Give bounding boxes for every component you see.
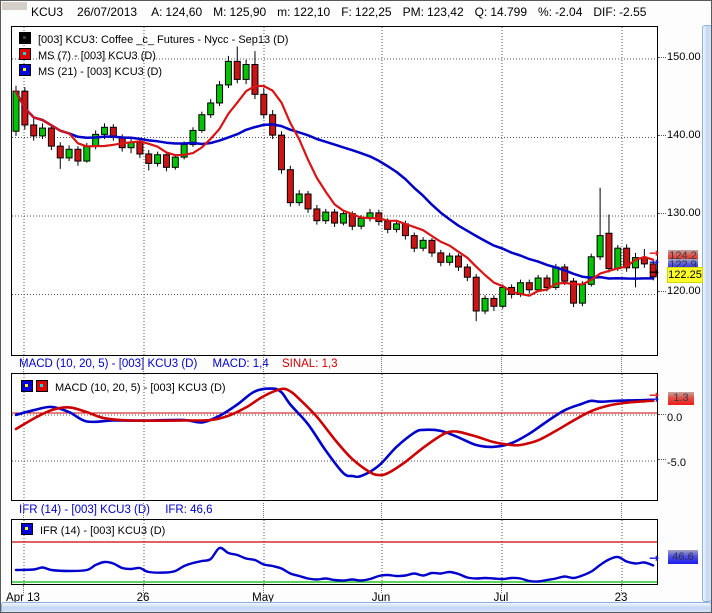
- quote-field: F: 122,25: [341, 5, 392, 19]
- quote-header: KCU3 26/07/2013 A: 124,60 M: 125,90 m: 122,10 F:…: [31, 5, 657, 19]
- time-tick: [23, 585, 24, 593]
- time-tick: [23, 357, 24, 372]
- time-tick: [143, 585, 144, 593]
- price-tick: [658, 57, 666, 58]
- ifr-value-tag: 46.6: [668, 550, 698, 564]
- quote-field: %: -2.04: [538, 5, 583, 19]
- time-tick: [143, 357, 144, 372]
- legend-label: MS (21) - [003] KCU3 (D): [38, 66, 163, 78]
- time-tick: [381, 585, 382, 593]
- main-chart-legend: [003] KCU3: Coffee _c_ Futures - Nycc - …: [19, 32, 288, 80]
- ifr-chart[interactable]: [12, 520, 657, 584]
- time-axis-label: 26: [136, 592, 150, 604]
- main-chart-panel: [003] KCU3: Coffee _c_ Futures - Nycc - …: [11, 26, 658, 356]
- quote-date: 26/07/2013: [77, 5, 138, 19]
- quote-field: A: 124,60: [151, 5, 203, 19]
- legend-item-ifr: IFR (14) - [003] KCU3 (D): [21, 523, 165, 537]
- time-axis-label: 23: [614, 592, 628, 604]
- time-tick: [23, 503, 24, 518]
- time-axis-label: Jul: [493, 592, 509, 604]
- macd-tick: [658, 414, 666, 415]
- time-tick: [143, 503, 144, 518]
- ms21-arrow-icon: →: [649, 255, 660, 269]
- macd-tick: [658, 459, 666, 460]
- ifr-panel: IFR (14) - [003] KCU3 (D): [11, 519, 658, 585]
- macd-legend: MACD (10, 20, 5) - [003] KCU3 (D): [21, 380, 226, 396]
- price-tick: [658, 291, 666, 292]
- price-axis-label: 150.00: [667, 51, 701, 63]
- time-tick: [621, 357, 622, 372]
- legend-label: IFR (14) - [003] KCU3 (D): [40, 525, 166, 537]
- time-axis-label: May: [252, 592, 274, 604]
- time-tick: [501, 503, 502, 518]
- price-tick: [658, 135, 666, 136]
- macd-title-row: MACD (10, 20, 5) - [003] KCU3 (D) MACD: …: [19, 358, 338, 370]
- series-swatch-icon: [36, 380, 48, 392]
- macd-title: MACD (10, 20, 5) - [003] KCU3 (D): [19, 358, 198, 370]
- series-swatch-icon: [19, 32, 31, 44]
- macd-arrow-icon: →: [649, 388, 660, 402]
- symbol-label: KCU3: [31, 5, 64, 19]
- quote-field: PM: 123,42: [402, 5, 464, 19]
- time-axis-label: Apr 13: [6, 592, 40, 604]
- price-axis-label: 130.00: [667, 207, 701, 219]
- vertical-scrollbar[interactable]: [702, 25, 711, 602]
- series-swatch-icon: [21, 523, 33, 535]
- series-swatch-icon: [21, 380, 33, 392]
- time-tick: [501, 585, 502, 593]
- time-tick: [381, 357, 382, 372]
- ms7-arrow-icon: →: [649, 246, 660, 260]
- macd-signal-value: SINAL: 1,3: [281, 358, 338, 370]
- price-axis-label: 120.00: [667, 285, 701, 297]
- legend-label: [003] KCU3: Coffee _c_ Futures - Nycc - …: [38, 34, 289, 46]
- last-price-arrow-icon: →: [649, 265, 660, 279]
- time-tick: [263, 357, 264, 372]
- macd-axis-label: 0.0: [667, 412, 683, 424]
- ifr-title-row: IFR (14) - [003] KCU3 (D) IFR: 46,6: [19, 504, 213, 516]
- legend-label: MS (7) - [003] KCU3 (D): [38, 50, 156, 62]
- macd-axis-label: -5.0: [667, 457, 686, 469]
- ifr-arrow-icon: →: [649, 551, 660, 565]
- price-tag-last: 122.25: [667, 267, 703, 283]
- quote-field: M: 125,90: [213, 5, 267, 19]
- time-axis-label: Jun: [371, 592, 391, 604]
- quote-field: m: 122,10: [277, 5, 331, 19]
- time-tick: [263, 585, 264, 593]
- legend-item-price-series: [003] KCU3: Coffee _c_ Futures - Nycc - …: [19, 32, 288, 46]
- time-tick: [501, 357, 502, 372]
- quote-field: DIF: -2.55: [593, 5, 647, 19]
- series-swatch-icon: [19, 64, 31, 76]
- horizontal-scrollbar[interactable]: [1, 602, 711, 612]
- macd-chart[interactable]: [12, 374, 657, 500]
- legend-item-ms7: MS (7) - [003] KCU3 (D): [19, 48, 288, 62]
- signal-arrow-icon: →: [649, 392, 660, 406]
- macd-panel: MACD (10, 20, 5) - [003] KCU3 (D): [11, 373, 658, 501]
- series-swatch-icon: [19, 48, 31, 60]
- ifr-title: IFR (14) - [003] KCU3 (D): [19, 504, 150, 516]
- macd-value-tag: 1.3: [668, 392, 694, 405]
- ifr-legend: IFR (14) - [003] KCU3 (D): [21, 523, 165, 539]
- legend-label: MACD (10, 20, 5) - [003] KCU3 (D): [55, 382, 226, 394]
- window-corner-block: [2, 2, 27, 10]
- price-tick: [658, 213, 666, 214]
- legend-item-ms21: MS (21) - [003] KCU3 (D): [19, 64, 288, 78]
- quote-field: Q: 14.799: [474, 5, 528, 19]
- ifr-value: IFR: 46,6: [165, 504, 213, 516]
- time-tick: [263, 503, 264, 518]
- macd-value: MACD: 1,4: [212, 358, 269, 370]
- legend-item-macd: MACD (10, 20, 5) - [003] KCU3 (D): [21, 380, 226, 394]
- time-tick: [621, 503, 622, 518]
- price-axis-label: 140.00: [667, 129, 701, 141]
- time-tick: [381, 503, 382, 518]
- candlestick-chart[interactable]: [12, 27, 657, 355]
- time-tick: [621, 585, 622, 593]
